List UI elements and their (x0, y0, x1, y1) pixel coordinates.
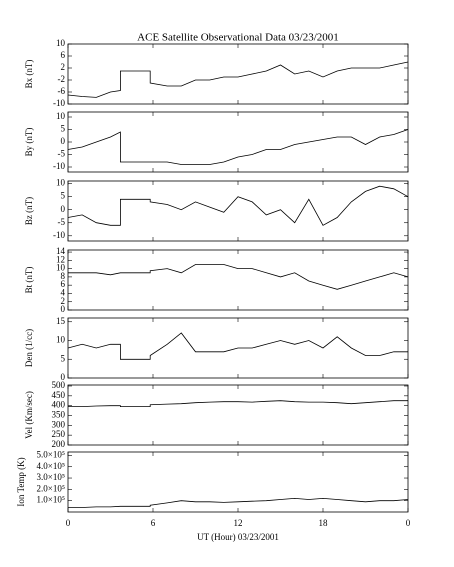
y-tick-label: 450 (52, 390, 66, 400)
panel-frame (67, 111, 409, 173)
y-tick-label: -5 (58, 149, 66, 159)
data-line (68, 264, 409, 290)
y-tick-label: 250 (52, 429, 66, 439)
y-tick-label: 5 (61, 191, 66, 201)
x-tick-label: 6 (151, 518, 156, 528)
panel-frame (67, 384, 409, 446)
x-tick-label: 0 (406, 518, 411, 528)
y-tick-label: 0 (61, 136, 66, 146)
y-tick-label: 200 (52, 439, 66, 449)
data-line (68, 497, 409, 508)
x-tick-label: 18 (319, 518, 329, 528)
y-tick-label: 12 (56, 254, 65, 264)
y-tick-label: 6 (61, 50, 66, 60)
y-axis-label: Bt (nT) (24, 267, 34, 294)
y-tick-label: 2 (61, 62, 66, 72)
y-axis-label: By (nT) (24, 128, 34, 157)
y-tick-label: 1.0×10⁵ (37, 495, 65, 505)
y-tick-label: 4.0×10⁵ (37, 461, 65, 471)
y-axis-label: Den (1/cc) (24, 329, 34, 367)
y-tick-label: 2.0×10⁵ (37, 483, 65, 493)
y-tick-label: -10 (53, 161, 65, 171)
y-axis-label: Bx (nT) (24, 60, 34, 89)
chart-title: ACE Satellite Observational Data 03/23/2… (137, 32, 339, 44)
y-axis-label: Bz (nT) (24, 197, 34, 225)
y-axis-label: Ion Temp (K) (16, 457, 26, 506)
y-tick-label: 3.0×10⁵ (37, 472, 65, 482)
y-tick-label: 400 (52, 400, 66, 410)
y-tick-label: -2 (58, 74, 66, 84)
y-tick-label: 10 (56, 38, 66, 48)
y-tick-label: 300 (52, 419, 66, 429)
y-tick-label: 5 (61, 353, 66, 363)
y-tick-label: -5 (58, 217, 66, 227)
y-tick-label: -10 (53, 98, 65, 108)
y-tick-label: 10 (56, 335, 66, 345)
y-tick-label: 500 (52, 380, 66, 390)
data-line (67, 129, 409, 165)
data-line (67, 332, 408, 360)
x-axis-label: UT (Hour) 03/23/2001 (197, 532, 279, 542)
y-axis-label: Vel (Km/sec) (24, 391, 34, 439)
panel-frame (67, 43, 409, 105)
y-tick-label: 2 (61, 296, 66, 306)
x-tick-label: 12 (234, 518, 243, 528)
y-tick-label: 6 (61, 279, 66, 289)
panel-frame (67, 249, 409, 311)
y-tick-label: 0 (61, 372, 66, 382)
panel-frame (67, 451, 409, 513)
y-tick-label: -10 (53, 230, 65, 240)
y-tick-label: 350 (52, 410, 66, 420)
y-tick-label: 10 (56, 178, 66, 188)
x-tick-label: 0 (66, 518, 71, 528)
y-tick-label: 0 (61, 204, 66, 214)
data-line (67, 61, 409, 98)
y-tick-label: 15 (56, 316, 66, 326)
y-tick-label: 10 (56, 263, 66, 273)
panel-frame (67, 180, 409, 242)
y-tick-label: 8 (61, 271, 66, 281)
data-line (67, 185, 409, 226)
y-tick-label: 4 (61, 288, 66, 298)
y-tick-label: 10 (56, 111, 66, 121)
y-tick-label: 5 (61, 124, 66, 134)
data-line (68, 400, 408, 407)
y-tick-label: 5.0×10⁵ (37, 449, 65, 459)
y-tick-label: -6 (58, 86, 66, 96)
y-tick-label: 14 (56, 246, 66, 256)
y-tick-label: 0 (61, 304, 66, 314)
